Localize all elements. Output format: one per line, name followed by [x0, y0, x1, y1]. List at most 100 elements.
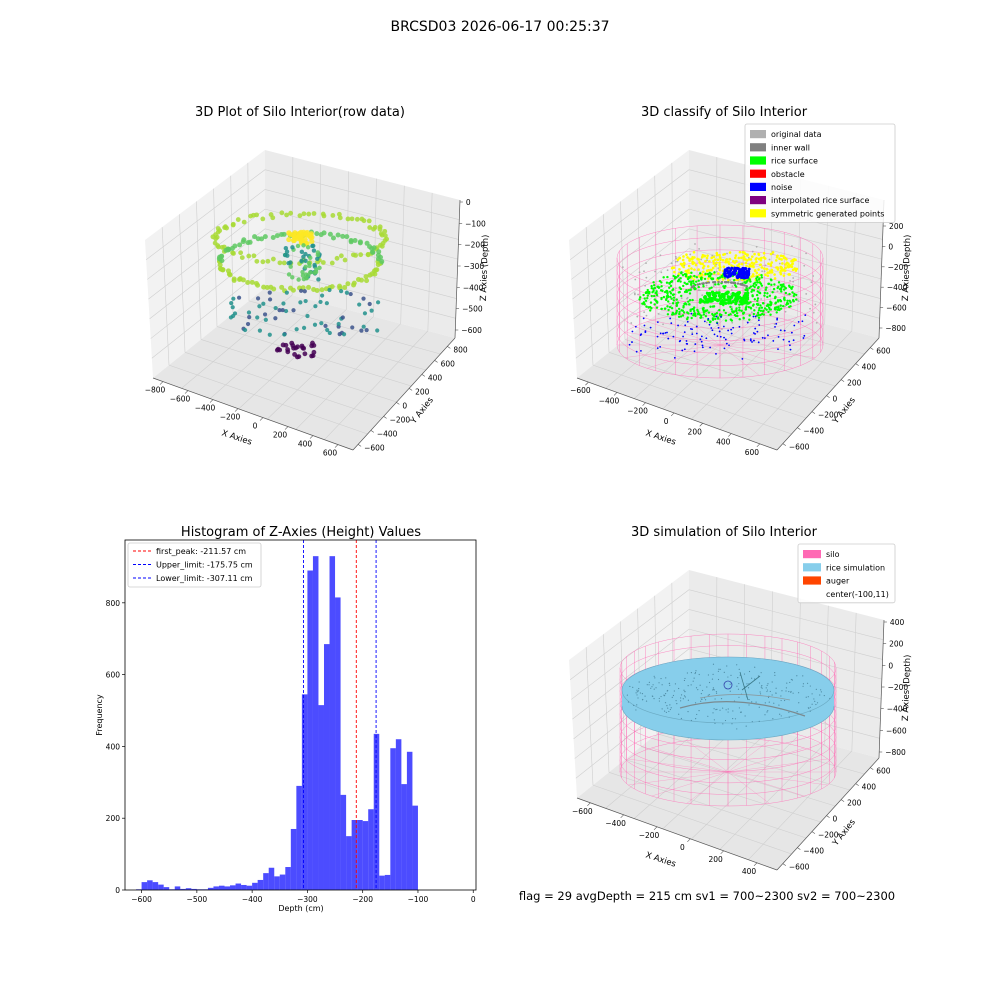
classified-point	[757, 316, 761, 319]
histogram-bar	[246, 885, 253, 890]
y-tick-label: 400	[106, 742, 121, 751]
classified-point	[802, 337, 805, 339]
classified-point	[675, 309, 679, 313]
classified-point	[712, 305, 716, 308]
rice-mesh-point	[798, 702, 800, 704]
classified-point	[721, 294, 725, 298]
classified-point	[677, 324, 679, 327]
raw-point	[288, 210, 294, 216]
rice-mesh-point	[684, 690, 686, 693]
classified-point	[711, 254, 714, 257]
raw-point	[330, 213, 336, 218]
classified-point	[743, 267, 747, 271]
rice-mesh-point	[626, 694, 628, 696]
x-tick-label: −100	[408, 895, 429, 904]
classified-point	[734, 299, 739, 303]
classified-point	[679, 315, 683, 318]
raw-point	[291, 237, 297, 244]
classified-point	[724, 311, 727, 315]
classified-point	[776, 318, 778, 321]
raw-point	[354, 216, 360, 222]
classified-point	[752, 332, 755, 334]
rice-mesh-point	[755, 701, 757, 703]
classified-point	[731, 321, 734, 324]
classified-point	[696, 308, 699, 312]
histogram-bar	[406, 751, 413, 890]
classified-point	[782, 274, 786, 277]
classified-point	[764, 288, 767, 291]
raw-point	[320, 293, 325, 298]
classified-point	[678, 256, 681, 260]
raw-point	[299, 288, 304, 293]
x-tick-label: −600	[572, 807, 593, 816]
classified-point	[768, 258, 771, 261]
raw-point	[288, 285, 294, 291]
raw-point	[371, 245, 377, 251]
rice-mesh-point	[695, 687, 698, 689]
histogram-title: Histogram of Z-Axies (Height) Values	[181, 525, 421, 540]
histogram-bar	[412, 805, 418, 890]
classified-point	[751, 295, 754, 298]
classified-point	[786, 301, 789, 305]
raw-point	[268, 284, 274, 290]
classified-point	[788, 305, 791, 309]
classified-point	[684, 269, 688, 273]
grid-line	[569, 589, 884, 680]
histogram-bar	[268, 867, 275, 890]
classified-point	[755, 293, 759, 297]
classified-point	[691, 333, 694, 336]
classified-point	[705, 309, 709, 312]
classified-point	[656, 301, 659, 304]
raw-point	[298, 238, 304, 244]
classified-point	[722, 309, 726, 312]
classified-point	[643, 324, 646, 327]
classified-point	[703, 254, 706, 258]
classified-point	[656, 285, 659, 288]
grid-line	[267, 316, 374, 420]
raw-point	[261, 301, 266, 306]
classified-point	[771, 251, 775, 254]
rice-mesh-point	[715, 709, 717, 711]
classified-point	[774, 259, 778, 262]
y-tick-label: 600	[876, 767, 891, 776]
classified-point	[683, 290, 687, 294]
y-tick-label: 0	[833, 815, 838, 824]
classified-point	[779, 269, 783, 272]
classified-point	[793, 267, 797, 270]
classified-point	[666, 294, 670, 297]
raw-point	[361, 296, 366, 301]
classified-point	[655, 291, 658, 295]
rice-mesh-point	[680, 697, 682, 699]
classified-point	[728, 257, 732, 261]
rice-mesh-point	[706, 686, 708, 688]
classified-point	[776, 254, 779, 258]
classified-point	[690, 316, 693, 320]
classified-point	[753, 309, 756, 312]
rice-mesh-point	[767, 696, 770, 699]
x-tick-label: 400	[298, 440, 313, 449]
grid-line	[178, 214, 186, 353]
classified-point	[680, 297, 683, 300]
rice-mesh-point	[666, 690, 668, 692]
classified-point	[734, 254, 738, 257]
classified-point	[709, 305, 712, 308]
classified-point	[717, 282, 720, 286]
classified-point	[718, 276, 722, 279]
legend-swatch	[750, 209, 766, 218]
rice-mesh-point	[774, 672, 776, 674]
rice-mesh-point	[759, 691, 761, 693]
classified-point	[691, 331, 694, 334]
histogram-bar	[290, 828, 297, 890]
classified-point	[747, 305, 751, 309]
classified-point	[735, 307, 738, 310]
classified-point	[784, 310, 787, 313]
z-axis-line	[878, 199, 885, 339]
classified-point	[716, 310, 719, 312]
classified-point	[721, 328, 723, 331]
classified-point	[706, 277, 710, 280]
classified-point	[691, 328, 694, 331]
rice-mesh-point	[767, 710, 769, 712]
classified-point	[757, 341, 760, 344]
grid-line	[150, 248, 457, 339]
rice-mesh-point	[829, 697, 831, 700]
